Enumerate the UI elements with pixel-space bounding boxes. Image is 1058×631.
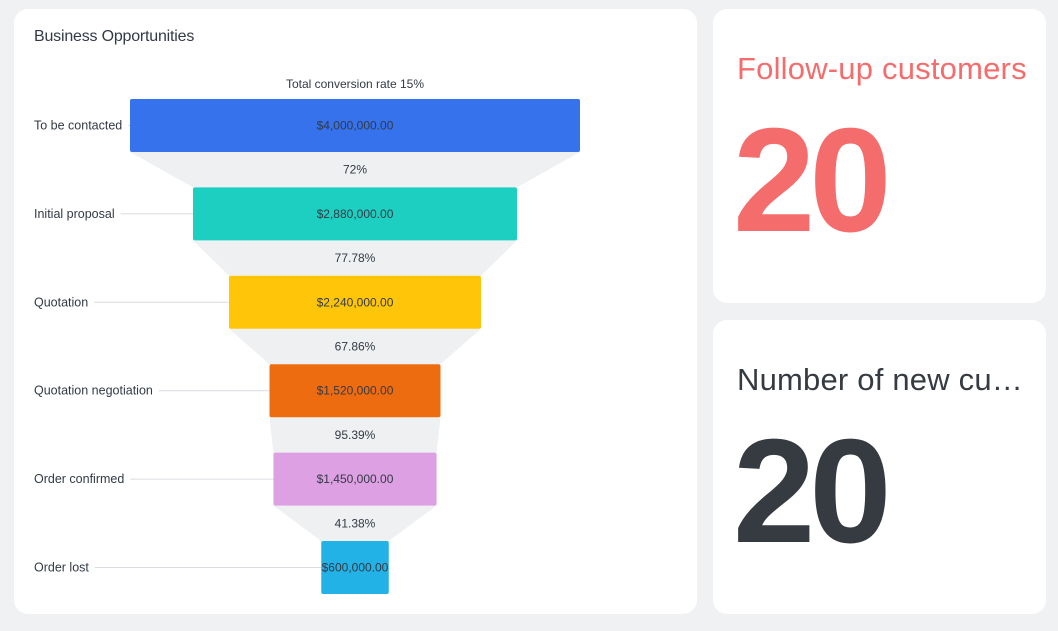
- funnel-connector: [193, 240, 517, 276]
- stage-value-label: $1,450,000.00: [317, 472, 394, 486]
- follow-up-customers-card: Follow-up customers 20: [713, 9, 1046, 303]
- funnel-bar: [130, 99, 580, 152]
- stage-label: Quotation: [34, 295, 88, 309]
- funnel-subtitle: Total conversion rate 15%: [286, 77, 424, 91]
- stage-value-label: $600,000.00: [322, 561, 389, 575]
- stage-value-label: $1,520,000.00: [317, 384, 394, 398]
- funnel-connector: [273, 505, 437, 541]
- stage-label: To be contacted: [34, 119, 122, 133]
- funnel-bar: [229, 275, 481, 329]
- new-customers-card: Number of new customers 20: [713, 320, 1046, 614]
- conversion-rate-label: 95.39%: [335, 428, 376, 442]
- funnel-connector: [130, 152, 580, 188]
- funnel-bar: [321, 541, 389, 594]
- stage-value-label: $4,000,000.00: [317, 119, 394, 133]
- stage-label: Quotation negotiation: [34, 384, 153, 398]
- conversion-rate-label: 41.38%: [335, 516, 376, 530]
- new-customers-value: 20: [733, 409, 892, 574]
- new-customers-title: Number of new customers: [737, 362, 1027, 397]
- funnel-bar: [193, 187, 517, 241]
- stage-label: Initial proposal: [34, 207, 115, 221]
- funnel-bar: [269, 364, 441, 418]
- funnel-connector: [229, 328, 481, 365]
- stage-label: Order confirmed: [34, 472, 124, 486]
- conversion-rate-label: 72%: [343, 163, 367, 177]
- follow-up-customers-title: Follow-up customers: [737, 51, 1027, 86]
- conversion-rate-label: 67.86%: [335, 340, 376, 354]
- stage-value-label: $2,240,000.00: [317, 295, 394, 309]
- funnel-connector: [269, 417, 441, 453]
- funnel-chart: Total conversion rate 15% 72% 77.78% 67.86%…: [34, 77, 580, 594]
- conversion-rate-label: 77.78%: [335, 251, 376, 265]
- funnel-card-title: Business Opportunities: [34, 28, 195, 45]
- stage-label: Order lost: [34, 561, 89, 575]
- follow-up-customers-value: 20: [733, 98, 892, 263]
- funnel-card: Business Opportunities Total conversion …: [14, 9, 697, 614]
- stage-value-label: $2,880,000.00: [317, 207, 394, 221]
- funnel-bar: [273, 452, 437, 506]
